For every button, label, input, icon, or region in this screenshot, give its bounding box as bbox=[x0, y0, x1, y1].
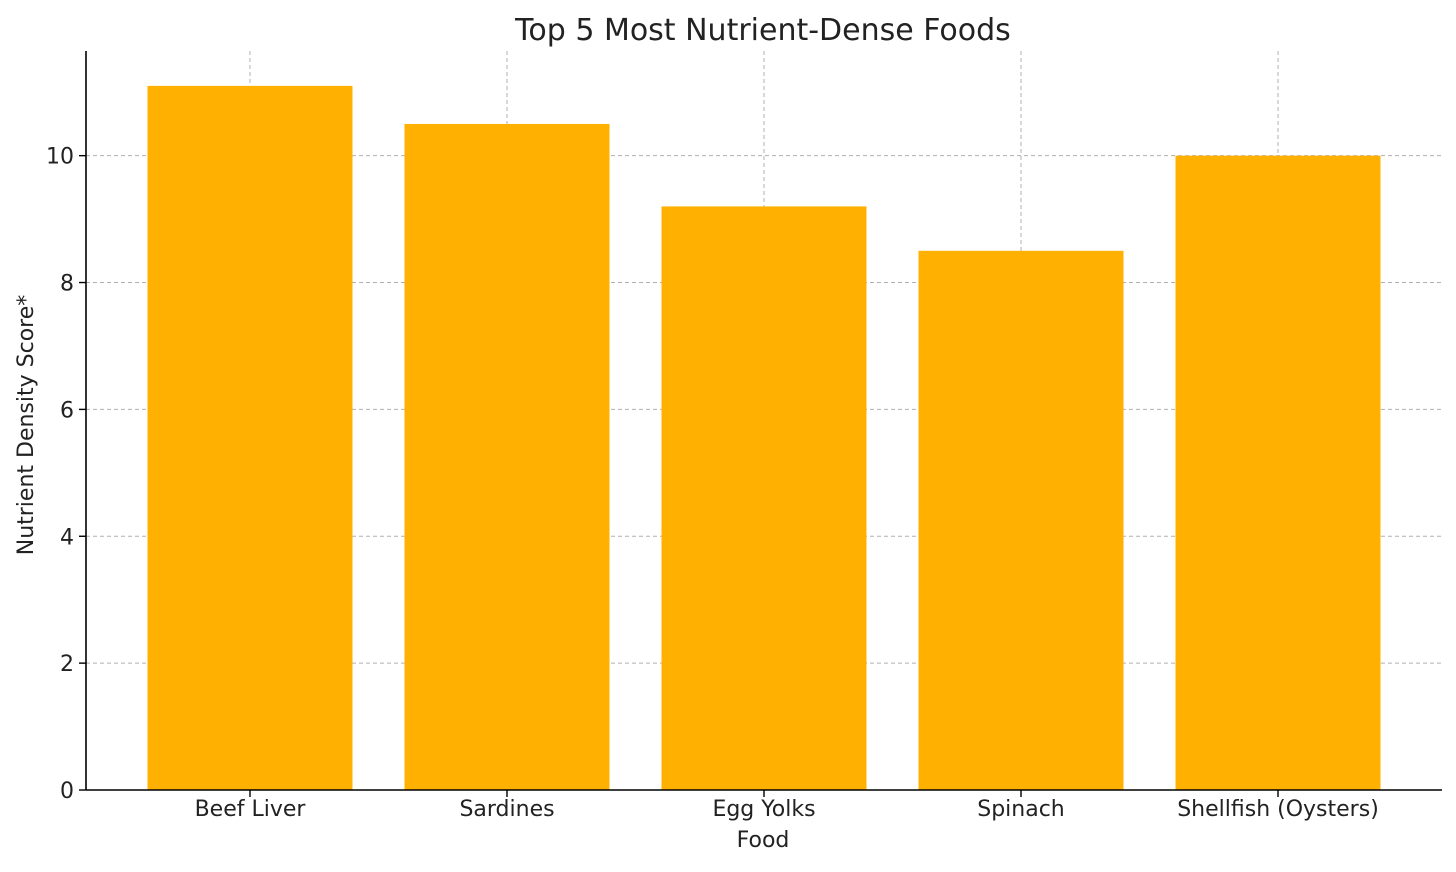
y-tick-label-2: 2 bbox=[60, 652, 74, 677]
chart-title: Top 5 Most Nutrient-Dense Foods bbox=[514, 13, 1011, 48]
y-tick-label-10: 10 bbox=[46, 145, 74, 170]
x-tick-label-4: Shellfish (Oysters) bbox=[1177, 797, 1379, 822]
y-tick-label-6: 6 bbox=[60, 398, 74, 423]
x-tick-label-3: Spinach bbox=[977, 797, 1065, 822]
bar-sardines bbox=[404, 123, 610, 791]
bar-beef-liver bbox=[147, 85, 353, 790]
y-axis-title: Nutrient Density Score* bbox=[14, 295, 39, 556]
bar-egg-yolks bbox=[661, 206, 867, 791]
x-tick-label-1: Sardines bbox=[459, 797, 554, 822]
x-tick-label-2: Egg Yolks bbox=[712, 797, 815, 822]
ticks-layer: 0 2 4 6 8 10 Beef Liver Sardines Egg Yolks Spinac… bbox=[46, 145, 1379, 822]
bars-layer bbox=[147, 85, 1381, 791]
y-tick-label-4: 4 bbox=[60, 525, 74, 550]
x-tick-label-0: Beef Liver bbox=[195, 797, 307, 822]
bar-spinach bbox=[918, 250, 1124, 791]
y-tick-label-8: 8 bbox=[60, 272, 74, 297]
bar-shellfish-oysters bbox=[1175, 155, 1381, 791]
x-axis-title: Food bbox=[737, 828, 790, 853]
y-tick-label-0: 0 bbox=[60, 779, 74, 804]
